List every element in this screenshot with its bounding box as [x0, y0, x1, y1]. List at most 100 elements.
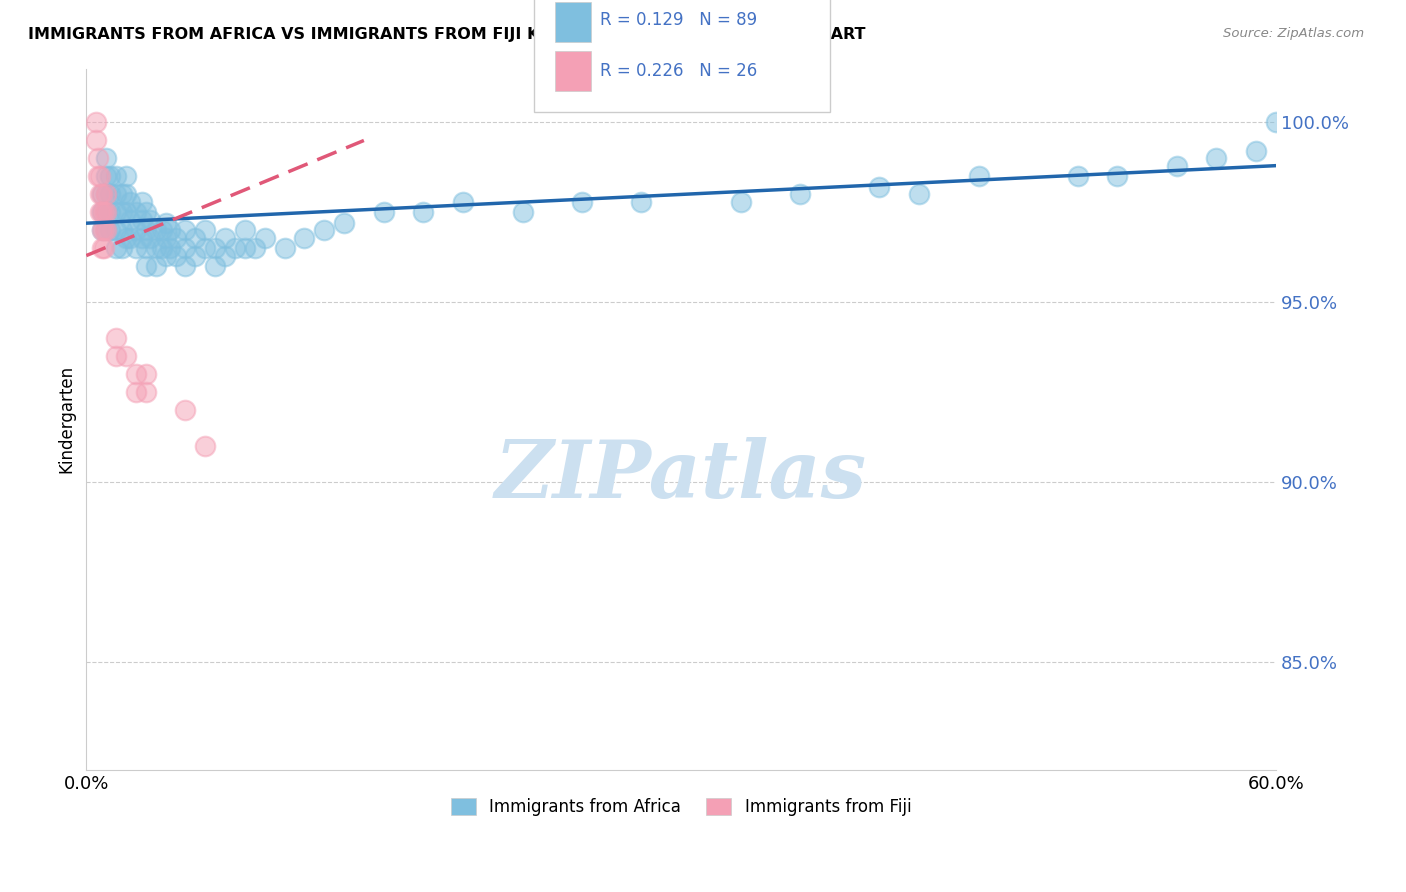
Point — [111, 187, 134, 202]
Point — [87, 169, 110, 184]
Point — [155, 216, 177, 230]
Point — [111, 205, 134, 219]
Point — [91, 205, 114, 219]
Point — [174, 241, 197, 255]
Point — [105, 223, 128, 237]
Point — [314, 223, 336, 237]
Text: ZIPatlas: ZIPatlas — [495, 436, 868, 514]
Point — [1166, 159, 1188, 173]
Point — [105, 349, 128, 363]
Point — [135, 241, 157, 255]
Point — [87, 152, 110, 166]
Point — [91, 205, 114, 219]
Point — [571, 194, 593, 209]
Point — [194, 439, 217, 453]
Point — [174, 403, 197, 417]
Point — [89, 205, 111, 219]
Point — [184, 249, 207, 263]
Point — [94, 223, 117, 237]
Point — [194, 223, 217, 237]
Point — [111, 241, 134, 255]
Point — [1244, 145, 1267, 159]
Point — [131, 212, 153, 227]
Point — [89, 187, 111, 202]
Point — [115, 169, 138, 184]
Point — [118, 194, 141, 209]
Point — [135, 223, 157, 237]
Point — [194, 241, 217, 255]
Point — [94, 187, 117, 202]
Point — [94, 169, 117, 184]
Point — [115, 349, 138, 363]
Point — [373, 205, 395, 219]
Point — [145, 241, 167, 255]
Point — [1205, 152, 1227, 166]
Point — [967, 169, 990, 184]
Point — [115, 230, 138, 244]
Point — [91, 223, 114, 237]
Point — [125, 205, 148, 219]
Point — [730, 194, 752, 209]
Text: R = 0.226   N = 26: R = 0.226 N = 26 — [600, 62, 758, 80]
Point — [98, 169, 121, 184]
Point — [105, 241, 128, 255]
Point — [91, 241, 114, 255]
Point — [98, 187, 121, 202]
Point — [512, 205, 534, 219]
Point — [94, 205, 117, 219]
Point — [93, 223, 115, 237]
Point — [91, 187, 114, 202]
Point — [98, 205, 121, 219]
Point — [135, 260, 157, 274]
Point — [253, 230, 276, 244]
Legend: Immigrants from Africa, Immigrants from Fiji: Immigrants from Africa, Immigrants from … — [443, 790, 920, 825]
Point — [1066, 169, 1088, 184]
Point — [131, 230, 153, 244]
Point — [105, 331, 128, 345]
Point — [94, 152, 117, 166]
Point — [412, 205, 434, 219]
Point — [243, 241, 266, 255]
Point — [115, 205, 138, 219]
Point — [94, 205, 117, 219]
Point — [89, 169, 111, 184]
Text: IMMIGRANTS FROM AFRICA VS IMMIGRANTS FROM FIJI KINDERGARTEN CORRELATION CHART: IMMIGRANTS FROM AFRICA VS IMMIGRANTS FRO… — [28, 27, 866, 42]
Point — [630, 194, 652, 209]
Point — [94, 223, 117, 237]
Point — [174, 223, 197, 237]
Point — [105, 205, 128, 219]
Point — [93, 241, 115, 255]
Point — [174, 260, 197, 274]
Point — [789, 187, 811, 202]
Point — [84, 133, 107, 147]
Point — [150, 223, 173, 237]
Point — [233, 223, 256, 237]
Point — [145, 223, 167, 237]
Point — [105, 187, 128, 202]
Point — [155, 249, 177, 263]
Point — [224, 241, 246, 255]
Point — [105, 169, 128, 184]
Point — [135, 368, 157, 382]
Point — [139, 230, 162, 244]
Y-axis label: Kindergarten: Kindergarten — [58, 365, 75, 474]
Point — [451, 194, 474, 209]
Point — [868, 180, 890, 194]
Point — [908, 187, 931, 202]
Point — [111, 223, 134, 237]
Point — [184, 230, 207, 244]
Point — [125, 223, 148, 237]
Point — [84, 115, 107, 129]
Point — [214, 230, 236, 244]
Point — [204, 260, 226, 274]
Point — [155, 230, 177, 244]
Point — [125, 385, 148, 400]
Point — [333, 216, 356, 230]
Point — [135, 205, 157, 219]
Point — [1107, 169, 1129, 184]
Point — [1265, 115, 1288, 129]
Text: R = 0.129   N = 89: R = 0.129 N = 89 — [600, 11, 758, 29]
Point — [91, 223, 114, 237]
Point — [214, 249, 236, 263]
Point — [139, 212, 162, 227]
